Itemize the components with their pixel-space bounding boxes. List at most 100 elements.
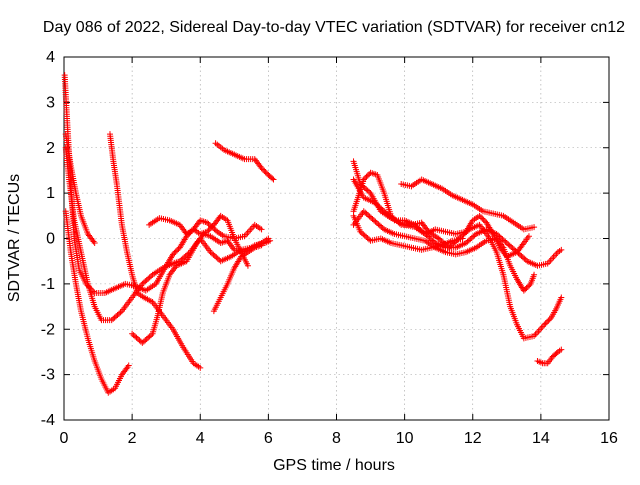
data-point [558, 346, 565, 353]
data-point [375, 203, 382, 210]
data-point [419, 228, 426, 235]
data-point [366, 188, 373, 195]
data-point [480, 216, 487, 223]
data-point [497, 234, 504, 241]
data-point [471, 232, 478, 239]
data-point [134, 335, 141, 342]
data-point [476, 212, 483, 219]
data-point [261, 167, 268, 174]
data-point [379, 206, 386, 213]
x-tick-label: 4 [196, 430, 205, 447]
data-point [414, 224, 421, 231]
data-point [262, 169, 269, 176]
data-point [385, 212, 392, 219]
data-point [360, 231, 367, 238]
x-tick-label: 10 [396, 430, 414, 447]
data-point [464, 238, 471, 245]
x-tick-label: 16 [600, 430, 618, 447]
data-point [503, 240, 510, 247]
series-track-5 [106, 131, 204, 371]
data-point [111, 314, 118, 321]
y-tick-label: 1 [46, 185, 55, 202]
data-point [136, 337, 143, 344]
data-point [465, 237, 472, 244]
data-point [214, 255, 221, 262]
x-tick-label: 0 [60, 430, 69, 447]
data-point [363, 173, 370, 180]
data-point [258, 242, 265, 249]
data-point [366, 236, 373, 243]
data-point [531, 271, 538, 278]
data-point [172, 248, 179, 255]
data-point [174, 247, 181, 254]
data-point [142, 337, 149, 344]
data-point [526, 282, 533, 289]
x-tick-label: 14 [532, 430, 550, 447]
data-point [360, 176, 367, 183]
data-point [525, 233, 532, 240]
data-point [522, 256, 529, 263]
data-point [541, 321, 548, 328]
data-point [212, 227, 219, 234]
data-point [518, 253, 525, 260]
series-track-9 [210, 242, 265, 315]
data-point [387, 213, 394, 220]
data-point [204, 219, 211, 226]
data-point [139, 280, 146, 287]
x-axis-label: GPS time / hours [273, 457, 395, 474]
data-point [373, 219, 380, 226]
y-tick-label: 0 [46, 231, 55, 248]
series-track-3 [62, 208, 132, 396]
series-track-12 [350, 208, 538, 294]
data-point [210, 251, 217, 258]
data-point [205, 220, 212, 227]
x-tick-label: 2 [128, 430, 137, 447]
data-point [499, 236, 506, 243]
data-point [506, 242, 513, 249]
x-tick-label: 12 [464, 430, 482, 447]
data-point [502, 238, 509, 245]
data-point [364, 172, 371, 179]
data-point [211, 226, 218, 233]
data-point [509, 245, 516, 252]
data-point [381, 208, 388, 215]
data-point [445, 244, 452, 251]
data-point [542, 320, 549, 327]
data-point [379, 225, 386, 232]
data-point [148, 332, 155, 339]
data-point [508, 243, 515, 250]
data-points [61, 72, 565, 396]
x-tick-label: 6 [264, 430, 273, 447]
data-point [258, 165, 265, 172]
x-tick-label: 8 [332, 430, 341, 447]
data-point [207, 249, 214, 256]
data-point [523, 284, 530, 291]
y-tick-label: 4 [46, 49, 55, 66]
data-point [479, 215, 486, 222]
data-point [140, 338, 147, 345]
data-point [366, 213, 373, 220]
data-point [372, 200, 379, 207]
data-point [477, 214, 484, 221]
data-point [468, 234, 475, 241]
data-point [364, 187, 371, 194]
y-tick-label: 3 [46, 94, 55, 111]
data-point [171, 250, 178, 257]
data-point [269, 175, 276, 182]
data-point [389, 216, 396, 223]
data-point [362, 209, 369, 216]
data-point [372, 218, 379, 225]
data-point [375, 221, 382, 228]
series-track-4 [62, 131, 98, 247]
data-point [211, 253, 218, 260]
data-point [500, 237, 507, 244]
data-point [209, 224, 216, 231]
data-point [365, 212, 372, 219]
series-track-13 [350, 176, 532, 260]
data-point [143, 335, 150, 342]
data-point [146, 274, 153, 281]
data-point [546, 316, 553, 323]
